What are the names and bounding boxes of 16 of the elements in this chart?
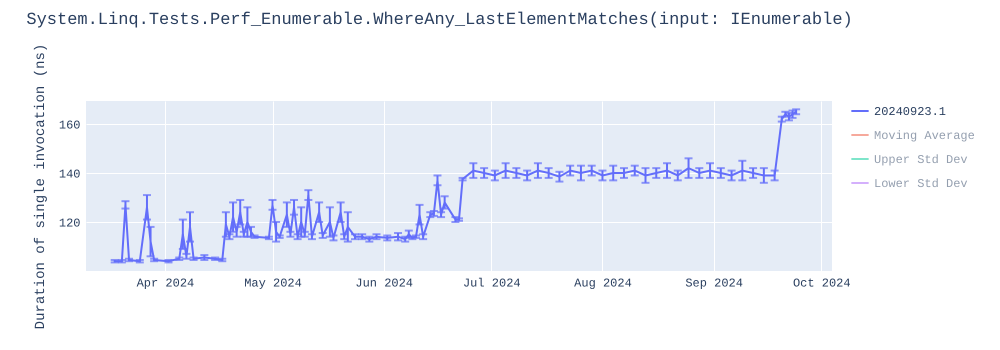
y-tick-label: 160 — [58, 118, 80, 133]
y-tick-label: 120 — [58, 216, 80, 231]
legend-label: Upper Std Dev — [874, 153, 968, 167]
y-axis-title: Duration of single invocation (ns) — [32, 44, 49, 330]
chart-title: System.Linq.Tests.Perf_Enumerable.WhereAny_LastElementMatches(input: IEnumerable) — [26, 11, 853, 30]
x-tick-label: May 2024 — [244, 276, 302, 290]
x-tick-label: Jun 2024 — [355, 276, 413, 290]
x-tick-label: Apr 2024 — [136, 276, 194, 290]
x-tick-label: Jul 2024 — [462, 276, 521, 290]
legend-label: Lower Std Dev — [874, 177, 968, 191]
y-tick-label: 140 — [58, 168, 80, 182]
x-tick-label: Oct 2024 — [792, 276, 851, 290]
x-tick-label: Sep 2024 — [685, 276, 743, 290]
legend-label: 20240923.1 — [874, 105, 946, 119]
legend-label: Moving Average — [874, 129, 975, 143]
x-tick-label: Aug 2024 — [574, 276, 632, 290]
